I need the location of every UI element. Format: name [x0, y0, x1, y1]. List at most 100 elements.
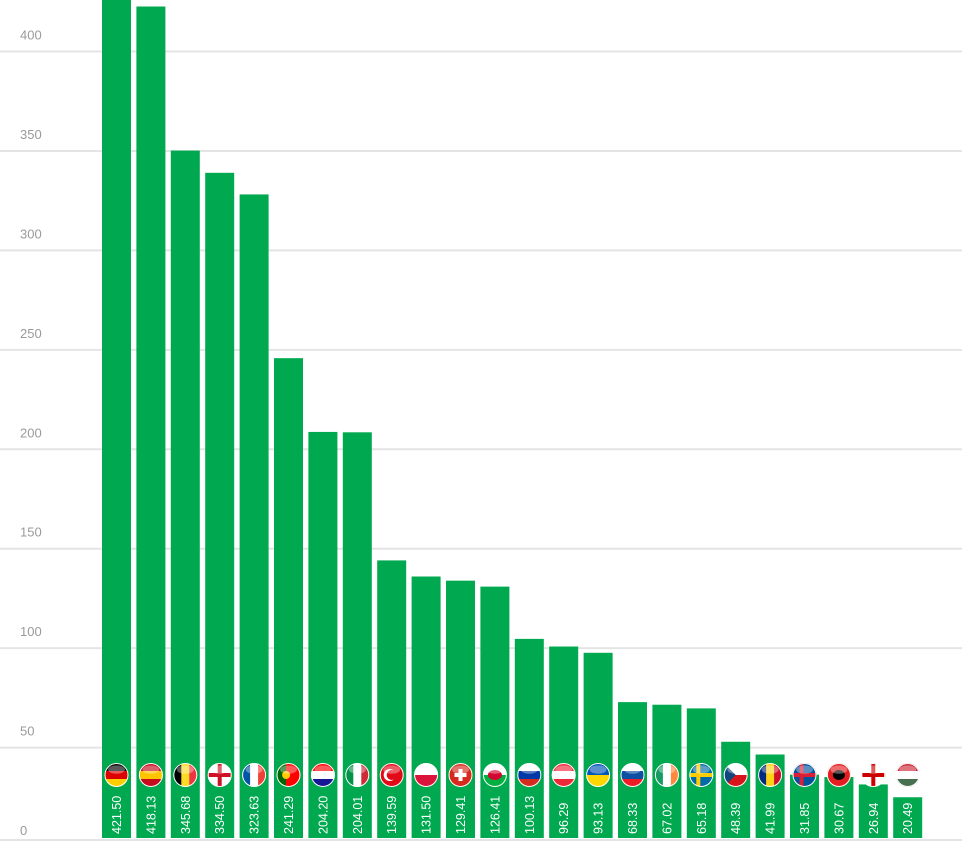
bar-value-label: 129.41	[454, 796, 468, 834]
bar	[170, 150, 200, 838]
bar	[136, 6, 166, 839]
germany-flag-icon	[104, 763, 129, 787]
y-axis-ticks: 0 50 100 150 200 250 300 350 400	[20, 28, 42, 838]
y-tick-label: 250	[20, 326, 42, 341]
bar-value-label: 323.63	[248, 796, 262, 834]
y-tick-label: 150	[20, 525, 42, 540]
bar	[102, 0, 131, 838]
bar-group: 421.50	[102, 0, 131, 838]
bar-value-label: 204.20	[316, 796, 330, 834]
y-tick-label: 200	[20, 425, 42, 440]
bar-value-label: 26.94	[867, 803, 881, 834]
bar	[480, 586, 510, 838]
russia-flag-icon	[517, 763, 542, 787]
bar	[721, 741, 751, 838]
bar-value-label: 345.68	[179, 796, 193, 834]
bar-value-label: 204.01	[351, 796, 365, 834]
czech-flag-icon	[723, 763, 748, 787]
bar-group: 131.50	[411, 576, 441, 838]
bar-group: 96.29	[549, 646, 579, 838]
y-tick-label: 350	[20, 127, 42, 142]
y-tick-label: 300	[20, 226, 42, 241]
northern-ireland-flag-icon	[861, 763, 886, 787]
italy-flag-icon	[345, 763, 370, 787]
bar-value-label: 93.13	[592, 803, 606, 834]
bar-value-label: 65.18	[695, 803, 709, 834]
bar	[514, 638, 544, 838]
bar-group: 204.20	[308, 431, 338, 838]
bar	[446, 580, 475, 838]
bar	[377, 560, 407, 838]
y-tick-label: 50	[20, 724, 34, 739]
bar-group: 129.41	[446, 580, 475, 838]
bar-value-label: 100.13	[523, 796, 537, 834]
bar-group: 68.33	[618, 702, 647, 838]
bar	[205, 172, 235, 838]
bar-value-label: 41.99	[764, 803, 778, 834]
slovakia-flag-icon	[620, 763, 645, 787]
bar-value-label: 126.41	[488, 796, 502, 834]
bar-group: 323.63	[239, 194, 269, 838]
bar-value-label: 139.59	[385, 796, 399, 834]
iceland-flag-icon	[792, 763, 817, 787]
turkey-flag-icon	[379, 763, 404, 787]
wales-flag-icon	[482, 763, 507, 787]
bar-value-label: 68.33	[626, 803, 640, 834]
albania-flag-icon	[826, 763, 851, 787]
bar-group: 204.01	[342, 432, 372, 838]
bar-group: 48.39	[721, 741, 751, 838]
portugal-flag-icon	[276, 763, 301, 787]
bar-group: 126.41	[480, 586, 510, 838]
bar-value-label: 334.50	[213, 796, 227, 834]
ukraine-flag-icon	[586, 763, 611, 787]
bar-group: 41.99	[755, 754, 785, 838]
bar-group: 100.13	[514, 638, 544, 838]
england-flag-icon	[207, 763, 232, 787]
belgium-flag-icon	[173, 763, 198, 787]
bar-value-label: 421.50	[110, 796, 124, 834]
bar	[239, 194, 269, 838]
bar-group: 67.02	[652, 704, 682, 838]
bar-value-label: 31.85	[798, 803, 812, 834]
y-tick-label: 400	[20, 28, 42, 43]
bar	[824, 777, 854, 838]
sweden-flag-icon	[689, 763, 714, 787]
bar	[858, 784, 888, 838]
bar-value-label: 241.29	[282, 796, 296, 834]
y-tick-label: 0	[20, 823, 27, 838]
bar-group: 334.50	[205, 172, 235, 838]
bar	[549, 646, 579, 838]
bar-group: 65.18	[686, 708, 716, 838]
bar	[274, 358, 303, 838]
bar	[583, 652, 613, 838]
bar	[893, 797, 923, 838]
spain-flag-icon	[138, 763, 163, 787]
bar-value-label: 418.13	[144, 796, 158, 834]
romania-flag-icon	[758, 763, 783, 787]
bar-value-label: 67.02	[660, 803, 674, 834]
ireland-flag-icon	[654, 763, 679, 787]
poland-flag-icon	[414, 763, 439, 787]
y-tick-label: 100	[20, 624, 42, 639]
france-flag-icon	[242, 763, 267, 787]
hungary-flag-icon	[895, 763, 920, 787]
bar	[411, 576, 441, 838]
bar-group: 93.13	[583, 652, 613, 838]
bar-group: 418.13	[136, 6, 166, 839]
bar-group: 241.29	[274, 358, 303, 838]
switzerland-flag-icon	[448, 763, 473, 787]
bar-value-label: 30.67	[832, 803, 846, 834]
bars: 421.50 418.13 345.68 334.50 323.63 241.29 204.…	[102, 0, 923, 839]
bar-group: 26.94	[858, 763, 888, 838]
bar-value-label: 96.29	[557, 803, 571, 834]
bar-group: 345.68	[170, 150, 200, 838]
bar-value-label: 20.49	[901, 803, 915, 834]
bar-group: 30.67	[824, 763, 854, 838]
bar-group: 139.59	[377, 560, 407, 838]
croatia-flag-icon	[310, 763, 335, 787]
bar-value-label: 48.39	[729, 803, 743, 834]
bar-group: 31.85	[790, 763, 819, 838]
austria-flag-icon	[551, 763, 576, 787]
bar-group: 20.49	[893, 763, 923, 838]
